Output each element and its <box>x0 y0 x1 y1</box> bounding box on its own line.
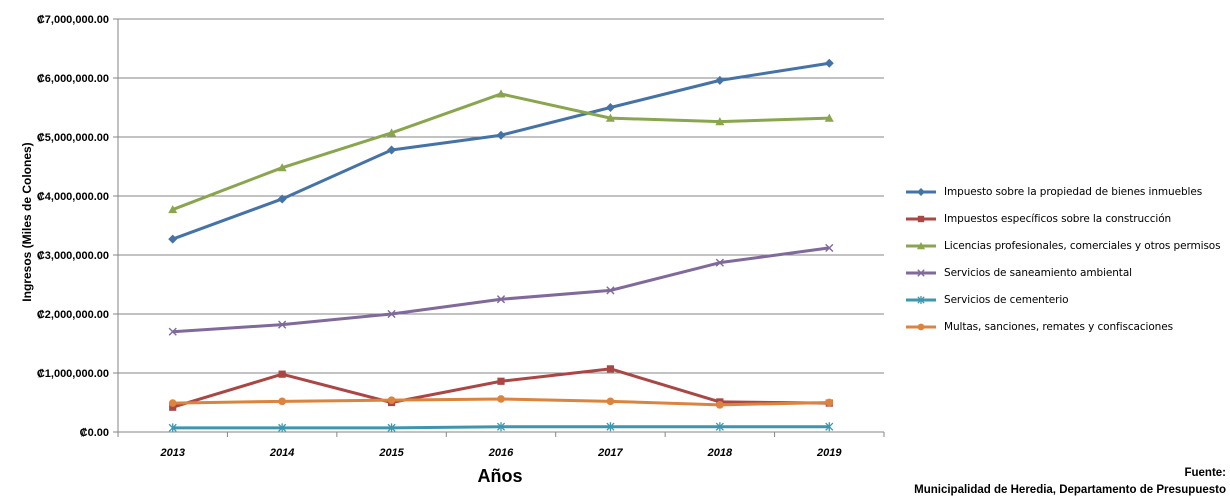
legend-key-marker <box>917 323 925 330</box>
legend-key <box>906 268 936 277</box>
data-point <box>168 234 178 244</box>
legend-key <box>906 295 936 304</box>
legend-label: Multas, sanciones, remates y confiscacio… <box>944 320 1173 333</box>
y-axis-tick-labels: ₡0.00 ₡1,000,000.00 ₡2,000,000.00 ₡3,000,00… <box>37 14 109 439</box>
data-point <box>277 194 287 204</box>
data-point <box>716 401 724 409</box>
legend-key-marker <box>917 241 925 249</box>
axes <box>117 19 884 433</box>
legend-item: Multas, sanciones, remates y confiscacio… <box>906 313 1228 340</box>
data-point <box>278 397 286 406</box>
data-point <box>606 422 615 432</box>
data-point <box>824 113 834 122</box>
data-point <box>606 365 615 373</box>
x-tick-label: 2015 <box>378 447 404 459</box>
y-tick-label: ₡7,000,000.00 <box>37 14 109 26</box>
data-point <box>825 398 834 407</box>
data-point <box>605 103 615 112</box>
series-markers <box>168 58 834 433</box>
legend-label: Licencias profesionales, comerciales y o… <box>944 239 1221 252</box>
y-tick-label: ₡5,000,000.00 <box>37 132 109 144</box>
data-point <box>387 396 396 404</box>
x-axis-tick-labels: 2013 2014 2015 2016 2017 2018 2019 <box>159 447 842 459</box>
y-tick-label: ₡2,000,000.00 <box>37 309 109 321</box>
data-point <box>824 58 834 68</box>
data-point <box>496 89 506 98</box>
y-tick-label: ₡6,000,000.00 <box>37 73 109 85</box>
x-tick-label: 2014 <box>269 447 294 459</box>
legend-key <box>906 187 936 196</box>
legend-label: Servicios de cementerio <box>944 293 1069 306</box>
data-point <box>278 370 286 378</box>
legend-item: Impuesto sobre la propiedad de bienes in… <box>906 178 1228 205</box>
legend-key-marker <box>917 187 925 196</box>
legend: Impuesto sobre la propiedad de bienes in… <box>906 178 1228 340</box>
series-line <box>172 92 830 211</box>
data-point <box>606 397 615 406</box>
data-point <box>387 423 396 433</box>
y-tick-label: ₡3,000,000.00 <box>37 250 109 262</box>
data-point <box>169 403 177 411</box>
data-point <box>605 113 615 122</box>
x-tick-label: 2018 <box>707 447 733 459</box>
x-tick-label: 2019 <box>816 447 842 459</box>
data-point <box>278 320 287 329</box>
data-point <box>278 423 287 433</box>
gridlines <box>113 18 885 437</box>
x-tick-label: 2013 <box>159 447 184 459</box>
x-tick-label: 2016 <box>488 447 514 459</box>
legend-key-marker <box>917 268 925 277</box>
data-point <box>387 128 397 137</box>
data-point <box>715 117 725 126</box>
legend-key <box>906 323 936 330</box>
data-point <box>387 309 396 319</box>
source-note: Fuente: Municipalidad de Heredia, Depart… <box>914 465 1226 499</box>
data-point <box>825 243 834 253</box>
legend-key <box>906 215 936 222</box>
legend-key-marker <box>917 215 925 222</box>
legend-item: Servicios de saneamiento ambiental <box>906 259 1228 286</box>
legend-item: Licencias profesionales, comerciales y o… <box>906 232 1228 259</box>
data-point <box>168 399 177 407</box>
data-point <box>387 145 397 155</box>
y-axis-title: Ingresos (Miles de Colones) <box>20 142 34 302</box>
data-point <box>277 163 287 172</box>
data-point <box>715 75 725 85</box>
data-point <box>715 422 724 432</box>
legend-key-marker <box>917 295 925 304</box>
legend-item: Impuestos específicos sobre la construcc… <box>906 205 1228 232</box>
data-point <box>496 130 506 140</box>
x-axis-title: Años <box>477 466 523 486</box>
x-tick-label: 2017 <box>597 447 623 459</box>
legend-label: Impuesto sobre la propiedad de bienes in… <box>944 185 1203 198</box>
source-label: Fuente: <box>1184 467 1226 479</box>
data-point <box>168 423 177 433</box>
data-point <box>497 377 505 385</box>
data-point <box>168 327 177 336</box>
source-text: Municipalidad de Heredia, Departamento d… <box>914 484 1226 496</box>
legend-item: Servicios de cementerio <box>906 286 1228 313</box>
data-point <box>497 395 505 403</box>
series-line <box>172 246 830 334</box>
legend-key <box>906 241 936 249</box>
data-point <box>496 422 506 432</box>
legend-label: Impuestos específicos sobre la construcc… <box>944 212 1172 225</box>
y-tick-label: ₡0.00 <box>80 427 109 439</box>
data-point <box>606 286 615 295</box>
data-point <box>825 422 834 432</box>
legend-label: Servicios de saneamiento ambiental <box>944 266 1132 279</box>
data-point <box>496 295 506 304</box>
y-tick-label: ₡4,000,000.00 <box>37 191 109 203</box>
y-tick-label: ₡1,000,000.00 <box>37 368 109 380</box>
data-point <box>715 258 724 267</box>
data-point <box>168 205 178 214</box>
